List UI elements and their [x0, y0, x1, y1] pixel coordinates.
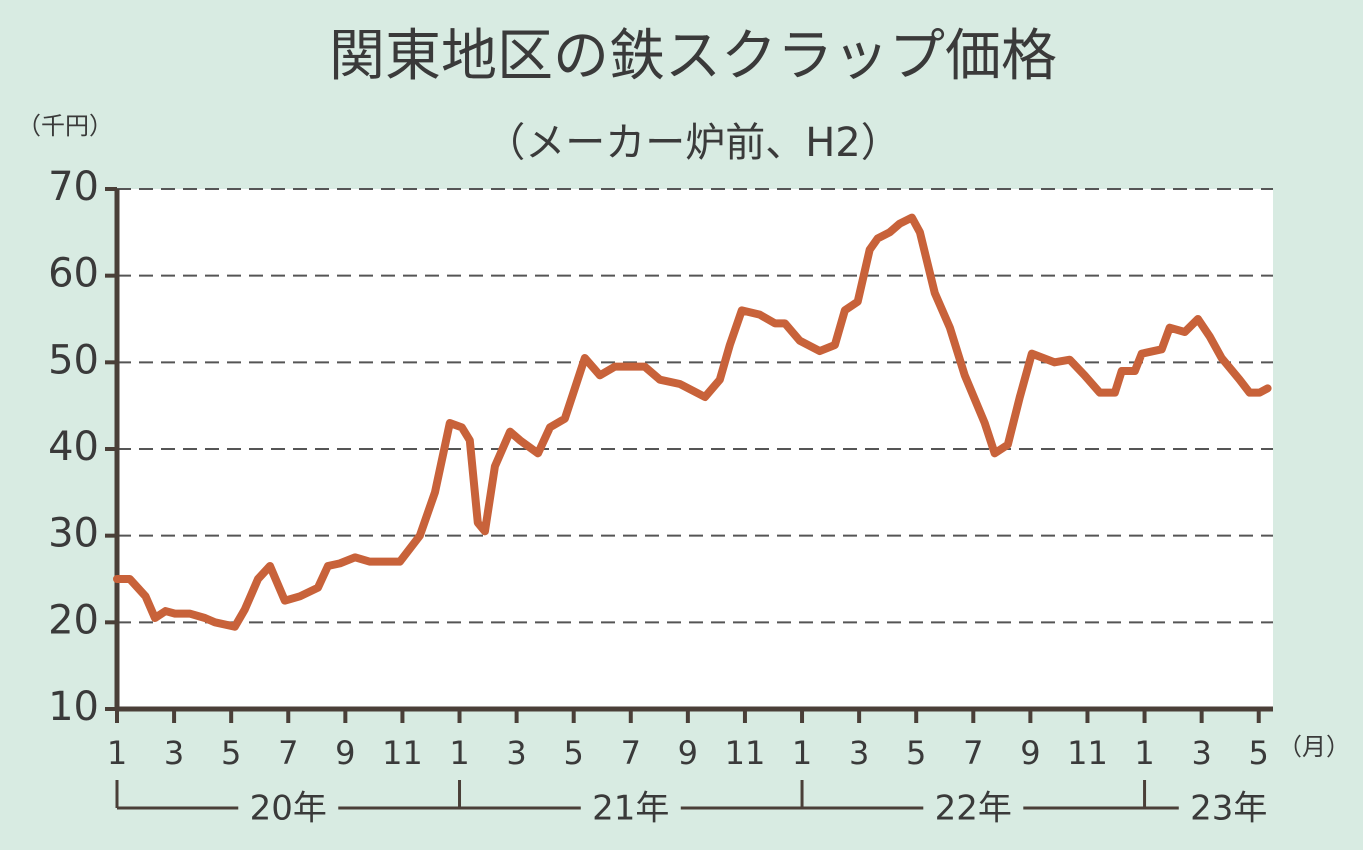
y-tick-label: 60: [48, 251, 99, 297]
year-label: 21年: [592, 789, 669, 829]
x-tick-label: 3: [849, 734, 869, 772]
y-tick-label: 10: [48, 684, 99, 730]
x-tick-label: 3: [1191, 734, 1211, 772]
x-tick-label: 5: [564, 734, 584, 772]
year-label: 23年: [1190, 789, 1267, 829]
x-tick-label: 1: [449, 734, 469, 772]
x-tick-label: 9: [335, 734, 355, 772]
x-tick-label: 1: [1134, 734, 1154, 772]
x-tick-label: 11: [725, 734, 766, 772]
y-tick-label: 40: [48, 424, 99, 470]
price-line: [113, 213, 1272, 631]
x-tick-label: 1: [792, 734, 812, 772]
year-label-bg: [923, 788, 1024, 828]
year-label-bg: [1178, 788, 1279, 828]
x-tick-label: 5: [221, 734, 241, 772]
x-tick-label: 7: [621, 734, 641, 772]
year-label: 22年: [935, 789, 1012, 829]
x-tick-label: 3: [164, 734, 184, 772]
chart-title: 関東地区の鉄スクラップ価格: [329, 24, 1057, 89]
x-unit: （月）: [1278, 733, 1350, 761]
x-tick-label: 1: [107, 734, 127, 772]
x-tick-label: 7: [278, 734, 298, 772]
y-tick-label: 20: [48, 597, 99, 643]
year-label-bg: [580, 788, 681, 828]
x-tick-label: 5: [1249, 734, 1269, 772]
x-tick-label: 5: [906, 734, 926, 772]
y-tick-label: 70: [48, 164, 99, 210]
x-tick-label: 3: [506, 734, 526, 772]
y-tick-label: 50: [48, 337, 99, 383]
x-tick-label: 11: [382, 734, 423, 772]
chart-subtitle: （メーカー炉前、H2）: [485, 120, 901, 166]
x-tick-label: 9: [678, 734, 698, 772]
year-label-bg: [238, 788, 339, 828]
y-unit: （千円）: [17, 112, 113, 140]
y-tick-label: 30: [48, 511, 99, 557]
x-tick-label: 11: [1067, 734, 1108, 772]
x-tick-label: 7: [963, 734, 983, 772]
year-label: 20年: [250, 789, 327, 829]
x-tick-label: 9: [1020, 734, 1040, 772]
